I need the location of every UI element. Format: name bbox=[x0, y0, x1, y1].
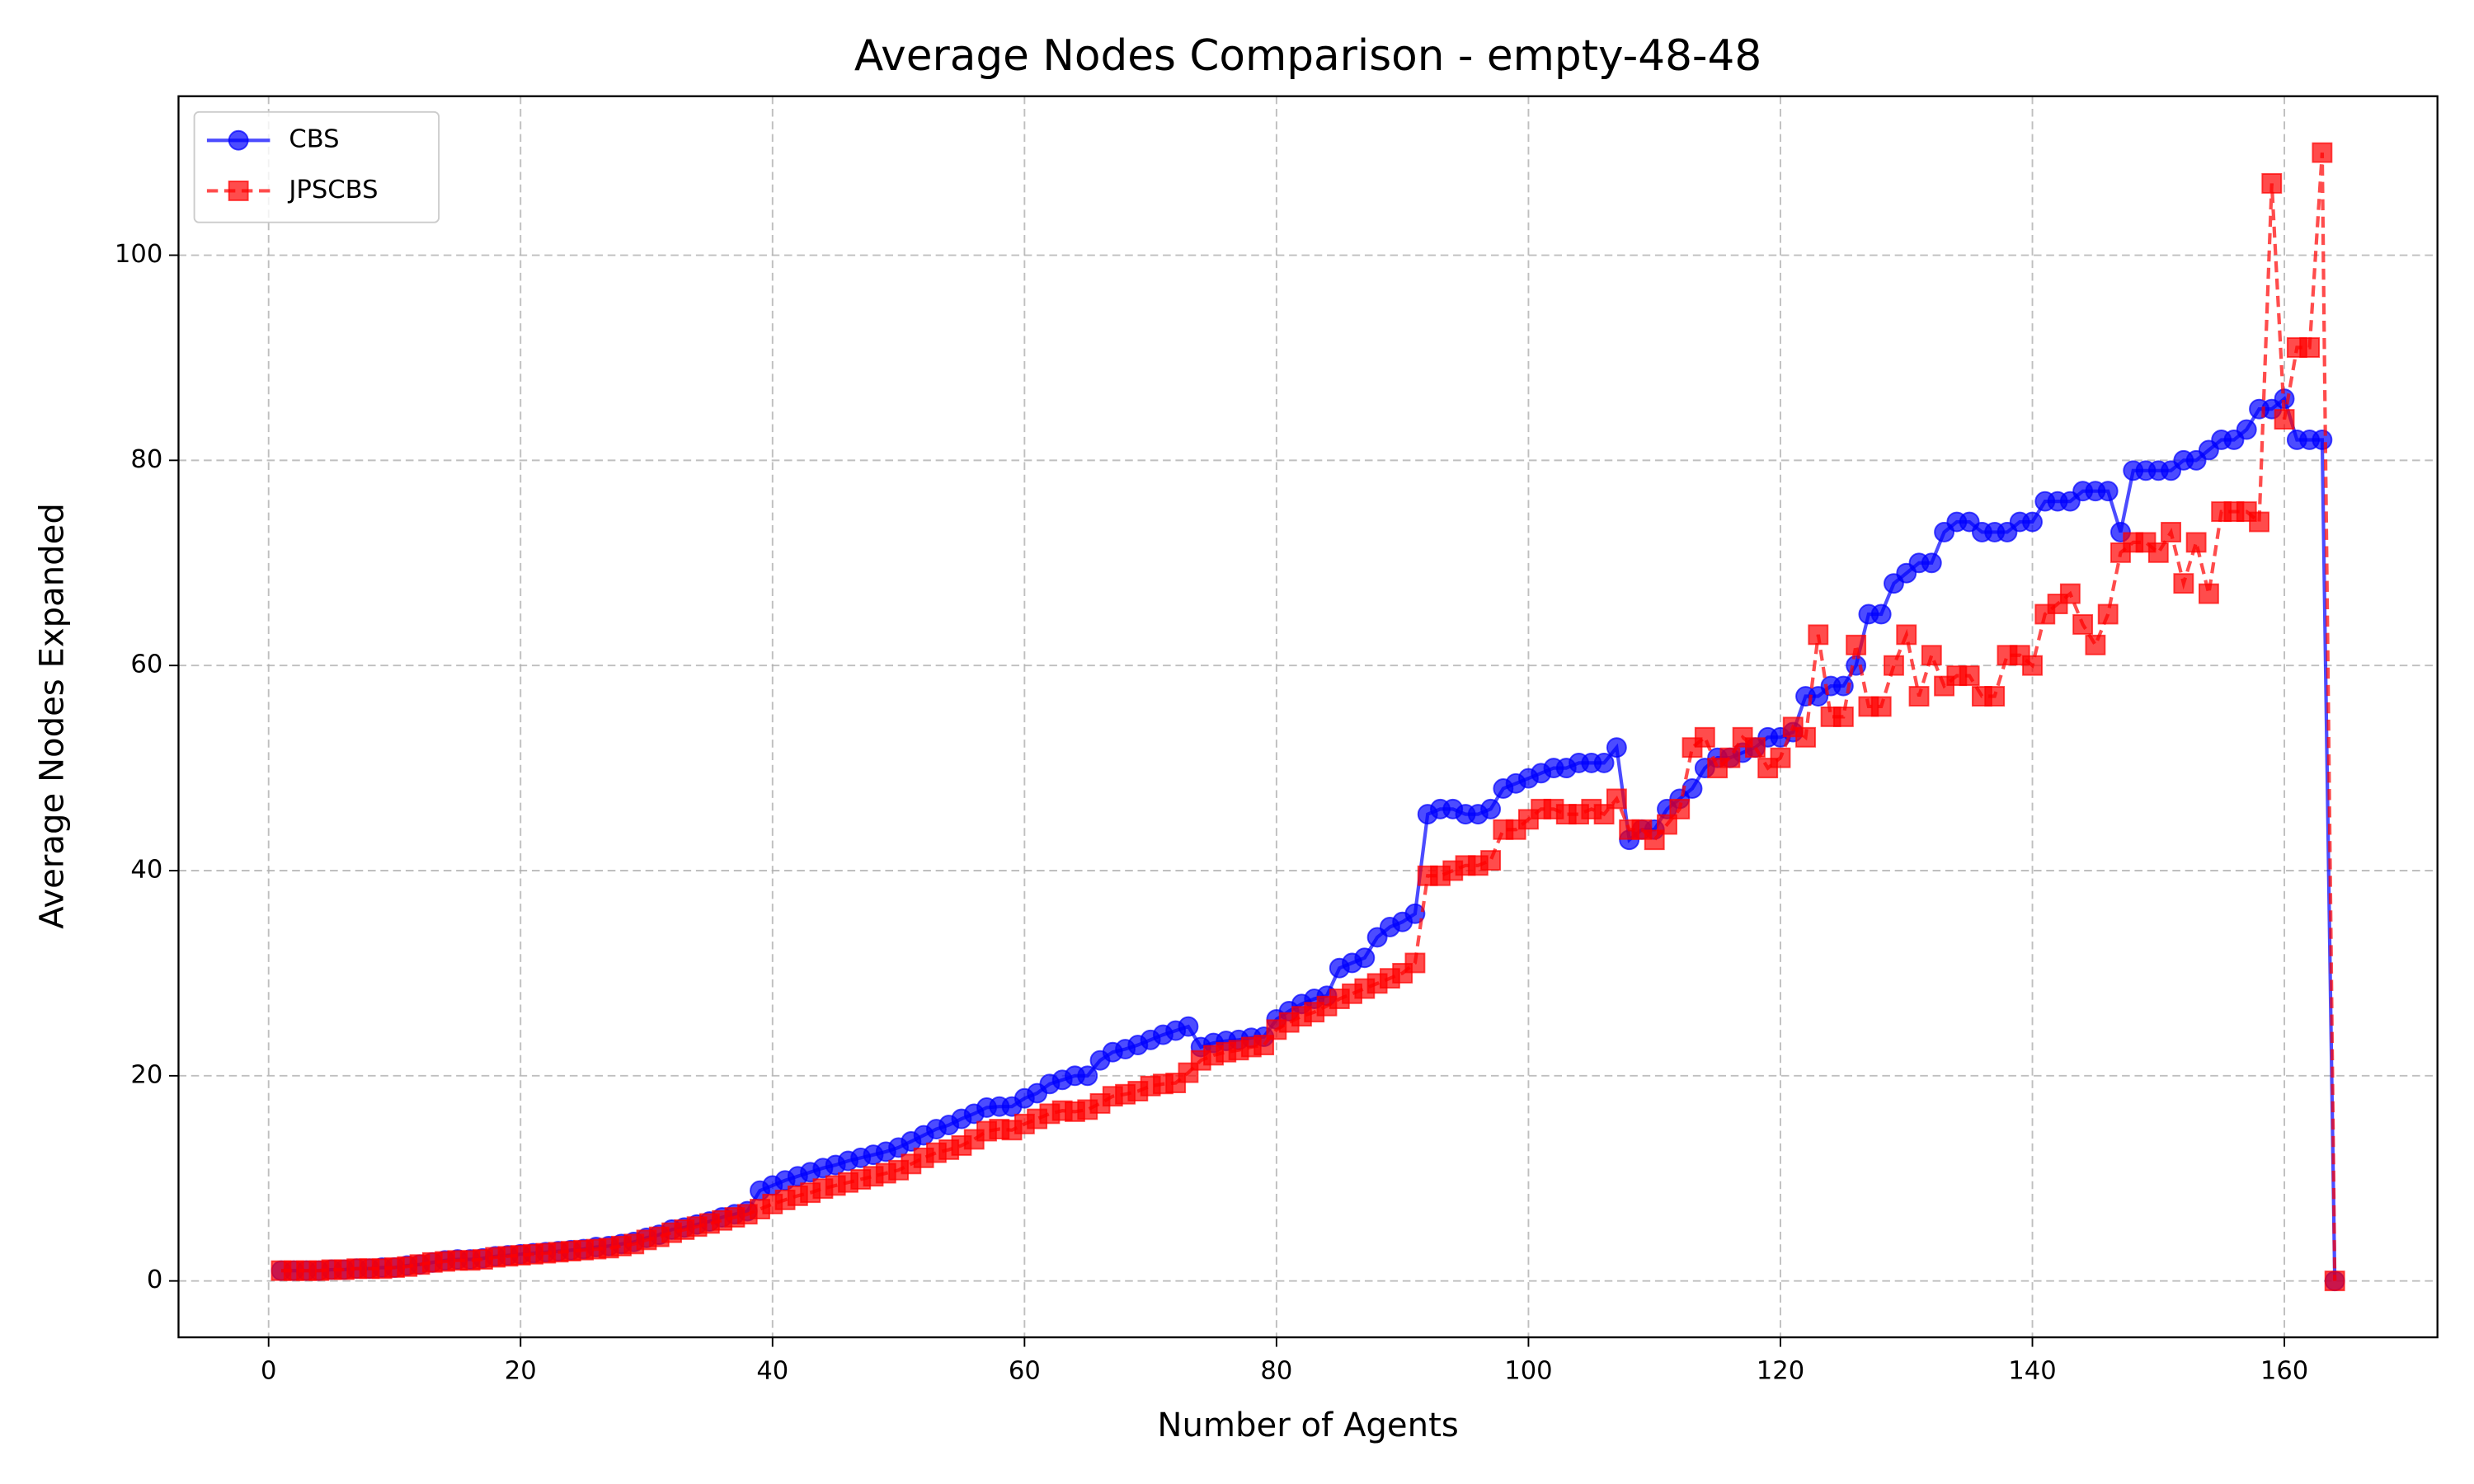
plot-frame bbox=[177, 95, 2439, 1339]
marker bbox=[1870, 696, 1892, 717]
marker bbox=[1404, 952, 1426, 974]
x-tick-label: 160 bbox=[2260, 1357, 2308, 1386]
x-tick-label: 0 bbox=[261, 1357, 276, 1386]
marker bbox=[2299, 337, 2321, 358]
y-tick-label: 80 bbox=[130, 445, 162, 474]
marker bbox=[1644, 829, 1665, 851]
marker bbox=[1908, 686, 1930, 707]
marker bbox=[1077, 1065, 1098, 1087]
y-axis-label: Average Nodes Expanded bbox=[33, 503, 71, 929]
marker bbox=[1846, 634, 1867, 655]
x-tick-label: 60 bbox=[1009, 1357, 1041, 1386]
y-tick-label: 60 bbox=[130, 650, 162, 679]
marker bbox=[1606, 788, 1627, 810]
marker bbox=[2147, 542, 2169, 563]
y-tick-label: 40 bbox=[130, 856, 162, 885]
marker bbox=[2173, 573, 2194, 594]
x-tick-label: 20 bbox=[505, 1357, 537, 1386]
marker bbox=[1795, 726, 1816, 748]
marker bbox=[2261, 173, 2283, 194]
marker bbox=[1770, 747, 1791, 768]
marker bbox=[2198, 583, 2219, 604]
marker bbox=[1959, 665, 1980, 687]
marker bbox=[2312, 142, 2333, 163]
marker bbox=[1921, 645, 1942, 666]
marker bbox=[2072, 613, 2094, 635]
marker bbox=[1744, 737, 1766, 758]
marker bbox=[1896, 624, 1917, 646]
marker bbox=[1719, 747, 1741, 768]
legend-label: JPSCBS bbox=[287, 176, 378, 204]
x-axis-label: Number of Agents bbox=[1157, 1407, 1458, 1444]
marker bbox=[1884, 655, 1904, 676]
marker bbox=[2022, 511, 2043, 533]
marker bbox=[2236, 419, 2257, 440]
marker bbox=[1832, 706, 1854, 727]
legend-label: CBS bbox=[289, 125, 339, 154]
marker bbox=[2022, 655, 2043, 676]
marker bbox=[1593, 752, 1615, 773]
marker bbox=[1178, 1016, 1199, 1037]
marker bbox=[1657, 814, 1677, 835]
y-tick-label: 20 bbox=[130, 1060, 162, 1089]
marker bbox=[1354, 947, 1376, 969]
marker bbox=[1921, 552, 1942, 574]
x-tick-label: 100 bbox=[1504, 1357, 1552, 1386]
marker bbox=[1984, 686, 2006, 707]
marker bbox=[2161, 522, 2182, 542]
marker bbox=[2097, 481, 2119, 502]
marker bbox=[2097, 603, 2119, 625]
marker bbox=[1253, 1035, 1275, 1055]
marker bbox=[2085, 634, 2106, 655]
marker bbox=[2274, 409, 2295, 430]
marker bbox=[2059, 583, 2081, 604]
marker bbox=[1606, 737, 1627, 758]
marker bbox=[1870, 603, 1892, 625]
marker bbox=[1694, 726, 1715, 748]
legend-marker bbox=[228, 129, 249, 151]
marker bbox=[2185, 532, 2207, 553]
marker bbox=[1593, 804, 1615, 825]
marker bbox=[2324, 1270, 2345, 1292]
legend-marker bbox=[228, 181, 249, 201]
x-tick-label: 40 bbox=[756, 1357, 788, 1386]
chart-title: Average Nodes Comparison - empty-48-48 bbox=[854, 31, 1761, 81]
x-tick-label: 140 bbox=[2008, 1357, 2056, 1386]
marker bbox=[1681, 778, 1703, 799]
y-tick-label: 0 bbox=[147, 1266, 162, 1294]
y-tick-label: 100 bbox=[115, 240, 162, 269]
x-tick-label: 80 bbox=[1260, 1357, 1292, 1386]
marker bbox=[1480, 850, 1502, 871]
marker bbox=[1669, 798, 1691, 819]
marker bbox=[2312, 430, 2333, 450]
marker bbox=[2249, 511, 2269, 533]
marker bbox=[1808, 624, 1829, 646]
x-tick-label: 120 bbox=[1757, 1357, 1804, 1386]
legend: CBS JPSCBS bbox=[193, 110, 440, 223]
marker bbox=[1480, 798, 1502, 819]
